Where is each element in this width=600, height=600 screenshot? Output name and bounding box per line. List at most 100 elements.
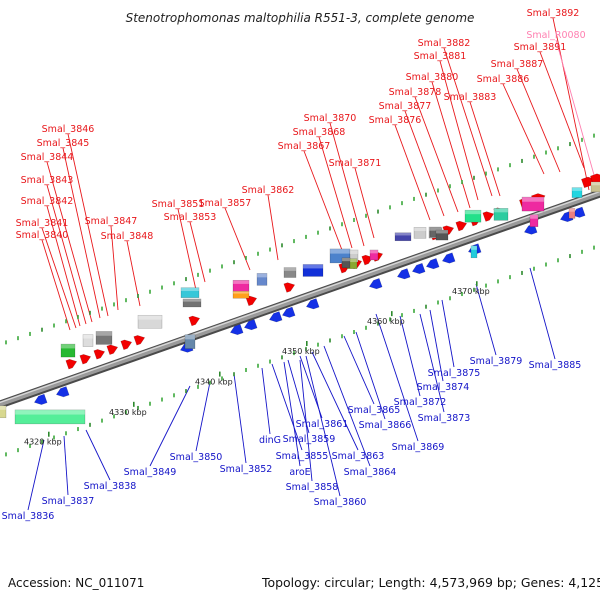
- track-tick: [221, 376, 223, 381]
- track-tick: [53, 435, 55, 440]
- leader-line: [177, 208, 197, 291]
- track-tick: [41, 327, 43, 332]
- track-tick: [17, 448, 19, 453]
- gene-feature-box: [232, 290, 250, 299]
- track-tick: [293, 239, 295, 244]
- forward-gene-label: Smal_3881: [414, 51, 467, 62]
- forward-gene-label: Smal_3851: [152, 199, 205, 210]
- forward-gene-arrow: [65, 358, 78, 370]
- leader-line: [355, 331, 386, 420]
- track-tick: [341, 222, 343, 227]
- track-tick: [569, 254, 571, 259]
- reverse-gene-label: Smal_3872: [394, 397, 447, 408]
- gene-feature-box: [464, 209, 482, 223]
- track-tick: [461, 292, 463, 297]
- track-tick: [137, 293, 139, 298]
- track-tick: [353, 330, 355, 335]
- track-tick: [101, 418, 103, 423]
- gene-feature-box: [256, 273, 268, 286]
- track-tick: [149, 289, 151, 294]
- gene-feature-box: [341, 257, 351, 269]
- track-tick: [317, 342, 319, 347]
- track-tick: [149, 401, 151, 406]
- track-tick: [329, 226, 331, 231]
- forward-gene-label: Smal_3843: [21, 175, 74, 186]
- track-tick: [197, 272, 199, 277]
- scale-ticks: 4320 kbp 4330 kbp 4340 kbp 4350 kbp 4360 kbp…: [5, 133, 595, 457]
- reverse-gene-arrow: [281, 306, 296, 318]
- leader-line: [41, 227, 77, 329]
- gene-feature-box: [529, 214, 539, 227]
- leader-line: [429, 309, 444, 382]
- leader-line: [85, 429, 111, 481]
- track-tick: [161, 397, 163, 402]
- track-tick: [509, 163, 511, 168]
- track-tick: [197, 384, 199, 389]
- track-tick: [209, 380, 211, 385]
- track-tick: [89, 422, 91, 427]
- track-tick: [365, 213, 367, 218]
- track-tick: [485, 171, 487, 176]
- leader-line: [419, 313, 445, 413]
- reverse-gene-label: Smal_3874: [417, 382, 470, 393]
- track-tick: [377, 209, 379, 214]
- leader-line: [46, 161, 93, 323]
- reverse-gene-label: Smal_3866: [359, 420, 412, 431]
- reverse-gene-label: Smal_3859: [283, 434, 336, 445]
- forward-gene-label: Smal_3846: [42, 124, 95, 135]
- reverse-gene-arrow: [243, 319, 258, 331]
- track-tick: [5, 340, 7, 345]
- track-tick: [341, 334, 343, 339]
- forward-gene-label: Smal_3842: [21, 196, 74, 207]
- scale-major-tick: [133, 401, 135, 407]
- forward-gene-arrow: [361, 254, 374, 266]
- leader-line: [63, 435, 69, 496]
- gene-feature-box: [590, 181, 600, 193]
- gene-feature-box: [95, 331, 113, 345]
- leader-line: [539, 51, 585, 169]
- reverse-gene-arrow: [396, 268, 411, 280]
- track-tick: [461, 180, 463, 185]
- reverse-gene-label: Smal_3849: [124, 467, 177, 478]
- scale-tick-label: 4370 kbp: [452, 287, 490, 296]
- gene-feature-box: [232, 279, 250, 292]
- reverse-gene-label: Smal_3865: [348, 405, 401, 416]
- forward-gene-label: Smal_3841: [16, 218, 69, 229]
- track-tick: [137, 405, 139, 410]
- gene-feature-box: [571, 187, 583, 198]
- leader-line: [394, 124, 431, 221]
- leader-line: [404, 110, 445, 217]
- track-tick: [185, 277, 187, 282]
- track-tick: [293, 351, 295, 356]
- track-tick: [233, 372, 235, 377]
- reverse-gene-label: Smal_3875: [428, 368, 481, 379]
- leader-line: [399, 315, 421, 397]
- label-leader-lines: [27, 17, 597, 511]
- reverse-gene-arrow: [55, 386, 70, 398]
- track-tick: [125, 410, 127, 415]
- gene-feature-box: [283, 267, 297, 278]
- reverse-gene-label: aroE: [289, 467, 310, 478]
- track-tick: [305, 234, 307, 239]
- accession-text: Accession: NC_011071: [8, 576, 144, 590]
- leader-line: [443, 47, 493, 197]
- track-tick: [41, 439, 43, 444]
- track-tick: [281, 355, 283, 360]
- leader-line: [305, 355, 341, 497]
- reverse-gene-arrow: [571, 206, 586, 218]
- leader-line: [46, 184, 87, 325]
- track-tick: [209, 268, 211, 273]
- reverse-gene-label: Smal_3850: [170, 452, 223, 463]
- forward-gene-label: Smal_3862: [242, 185, 295, 196]
- track-tick: [437, 300, 439, 305]
- leader-line: [552, 17, 590, 191]
- track-tick: [5, 452, 7, 457]
- scale-major-tick: [391, 311, 393, 317]
- gene-feature-box: [435, 229, 449, 241]
- track-tick: [545, 150, 547, 155]
- track-tick: [509, 275, 511, 280]
- gene-feature-box: [182, 298, 202, 308]
- track-tick: [581, 249, 583, 254]
- track-tick: [173, 281, 175, 286]
- leader-line: [343, 335, 375, 405]
